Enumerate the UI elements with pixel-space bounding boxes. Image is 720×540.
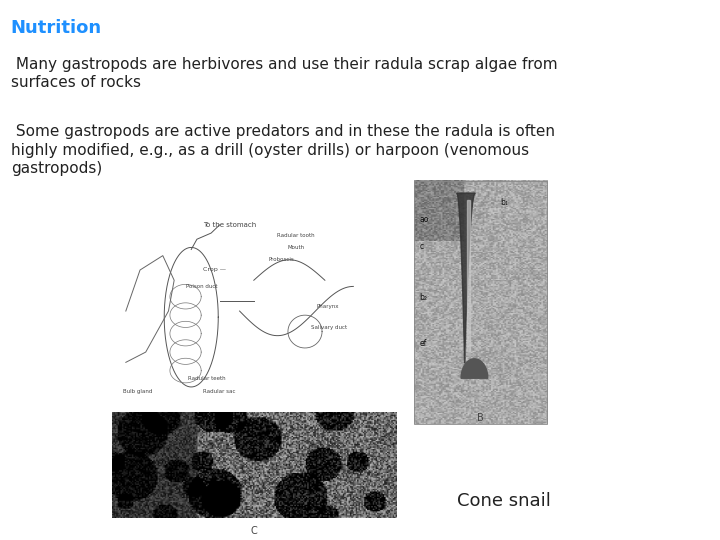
Text: Crop —: Crop —	[202, 267, 225, 273]
Text: c: c	[419, 242, 423, 251]
Polygon shape	[456, 193, 475, 363]
Text: Cone snail: Cone snail	[457, 492, 551, 510]
Text: b₂: b₂	[419, 293, 428, 302]
Text: Pharynx: Pharynx	[316, 305, 339, 309]
Text: Proboscis: Proboscis	[268, 257, 294, 262]
Text: Bulb gland: Bulb gland	[123, 389, 153, 394]
Text: To the stomach: To the stomach	[202, 222, 256, 228]
Bar	[414, 181, 547, 424]
Text: b₁: b₁	[500, 198, 508, 207]
Text: Some gastropods are active predators and in these the radula is often
highly mod: Some gastropods are active predators and…	[11, 124, 555, 177]
Text: Nutrition: Nutrition	[11, 19, 102, 37]
Polygon shape	[467, 200, 470, 351]
Text: Salivary duct: Salivary duct	[311, 325, 347, 330]
Text: Radular tooth: Radular tooth	[276, 233, 314, 238]
Text: B: B	[477, 413, 484, 423]
Text: ef: ef	[419, 339, 427, 348]
Text: Radular teeth: Radular teeth	[189, 376, 226, 381]
Text: Mouth: Mouth	[288, 245, 305, 250]
Text: Many gastropods are herbivores and use their radula scrap algae from
surfaces of: Many gastropods are herbivores and use t…	[11, 57, 557, 90]
Text: Radular sac: Radular sac	[202, 389, 235, 394]
Text: C: C	[251, 526, 257, 537]
Text: A: A	[251, 412, 257, 422]
Text: Poison duct: Poison duct	[186, 284, 217, 289]
Bar	[112, 219, 396, 424]
Text: ao: ao	[419, 215, 428, 224]
